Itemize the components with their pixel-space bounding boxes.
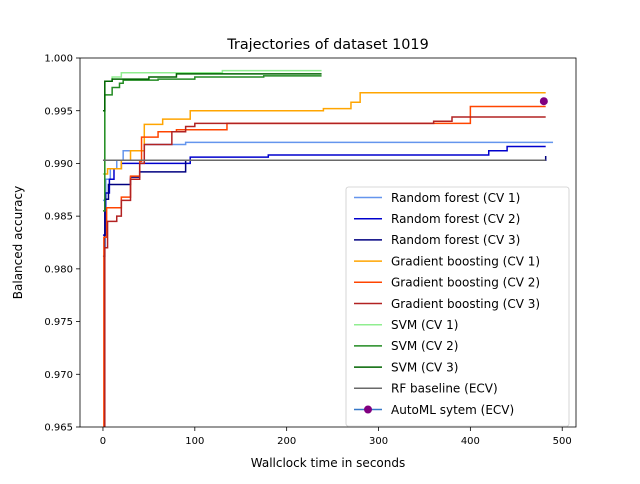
legend: Random forest (CV 1) Random forest (CV 2)… [345,186,570,427]
legend-label: Random forest (CV 3) [391,233,520,247]
y-axis-label: Balanced accuracy [11,186,25,299]
chart-title: Trajectories of dataset 1019 [226,37,429,53]
y-tick-label: 0.970 [44,370,73,381]
legend-label: Gradient boosting (CV 3) [391,297,540,311]
y-tick-label: 0.975 [44,317,73,328]
y-tick-label: 0.965 [44,423,73,434]
x-tick-label: 0 [100,436,106,447]
x-tick-label: 400 [461,436,480,447]
legend-label: Gradient boosting (CV 1) [391,254,540,268]
y-tick-label: 0.995 [44,106,73,117]
plot-frame [79,57,577,428]
y-axis: 0.965 0.970 0.975 0.980 0.985 0.990 0.995 1.000 [44,54,80,434]
y-tick-label: 0.985 [44,212,73,223]
series-gradient-boosting-cv-1-line [102,92,546,175]
legend-label: SVM (CV 2) [391,339,458,353]
legend-label: AutoML sytem (ECV) [391,403,514,417]
legend-label: RF baseline (ECV) [391,382,498,396]
x-axis: 0 100 200 300 400 500 [100,427,572,447]
series-svm-cv-3-line [102,73,322,112]
legend-marker [364,405,372,414]
x-tick-label: 500 [553,436,572,447]
legend-label: Gradient boosting (CV 2) [391,276,540,290]
legend-label: SVM (CV 3) [391,360,458,374]
legend-box [345,186,570,427]
y-tick-label: 0.980 [44,264,73,275]
series-layer [102,69,554,427]
x-tick-label: 200 [277,436,296,447]
legend-label: Random forest (CV 2) [391,212,520,226]
x-axis-label: Wallclock time in seconds [251,456,405,470]
y-tick-label: 0.990 [44,159,73,170]
legend-label: SVM (CV 1) [391,318,458,332]
x-tick-label: 100 [185,436,204,447]
series-automl-sytem-ecv-marker [539,97,548,106]
series-gradient-boosting-cv-3-line [104,116,546,427]
y-tick-label: 1.000 [44,54,73,65]
series-svm-cv-2-line [102,75,322,212]
x-tick-label: 300 [369,436,388,447]
legend-label: Random forest (CV 1) [391,191,520,205]
